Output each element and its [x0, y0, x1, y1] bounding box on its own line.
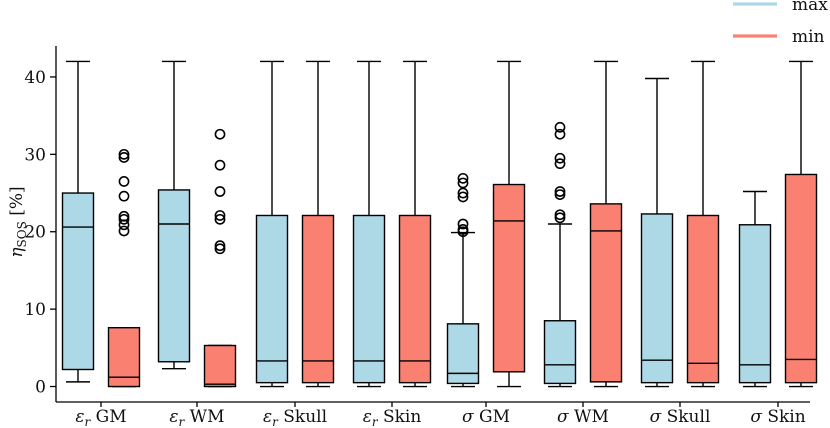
box-iqr	[543, 320, 577, 385]
box-iqr	[784, 173, 818, 384]
outlier-point	[118, 152, 130, 163]
box-max-7	[738, 190, 772, 388]
x-category-label: σ WM	[557, 407, 609, 427]
box-max-4	[446, 172, 480, 388]
box-max-0	[61, 60, 95, 383]
outlier-point	[457, 218, 469, 230]
box-iqr	[61, 192, 95, 371]
box-iqr	[301, 214, 335, 384]
series-max	[61, 60, 772, 388]
outlier-point	[554, 186, 566, 197]
outlier-point	[554, 128, 566, 140]
box-iqr	[589, 203, 623, 383]
outlier-point	[457, 224, 469, 235]
x-category-label: σ GM	[462, 407, 510, 427]
y-axis-label: ηSOS [%]	[7, 186, 29, 257]
outlier-point	[554, 121, 566, 133]
boxes	[61, 60, 818, 388]
outlier-point	[118, 190, 130, 202]
outlier-point	[554, 158, 566, 170]
outlier-point	[554, 152, 566, 164]
box-min-6	[686, 60, 720, 388]
box-min-5	[589, 60, 623, 388]
box-min-7	[784, 60, 818, 388]
x-category-label: εr GM	[75, 407, 126, 428]
series-min	[107, 60, 818, 388]
box-iqr	[492, 183, 526, 373]
outlier-point	[214, 213, 226, 225]
outlier-point	[214, 243, 226, 255]
outlier-point	[457, 187, 469, 199]
outlier-point	[118, 176, 130, 187]
x-category-label: εr Skin	[363, 407, 422, 428]
legend: max min	[733, 0, 828, 47]
y-ticks: 0 10 20 30 40	[24, 68, 56, 398]
axes	[55, 46, 810, 403]
box-iqr	[398, 214, 432, 384]
box-max-5	[543, 121, 577, 388]
box-iqr	[352, 214, 386, 384]
outlier-point	[457, 172, 469, 184]
outlier-point	[457, 191, 469, 203]
box-iqr	[157, 189, 191, 363]
x-category-label: σ Skin	[750, 407, 805, 427]
legend-label-min: min	[792, 27, 825, 47]
y-tick-label: 20	[24, 223, 46, 243]
box-min-4	[492, 60, 526, 388]
box-min-1	[203, 128, 237, 388]
box-iqr	[255, 214, 289, 384]
legend-label-max: max	[792, 0, 828, 15]
outlier-point	[214, 240, 226, 252]
y-tick-label: 40	[24, 68, 46, 88]
box-max-6	[640, 77, 674, 388]
y-tick-label: 10	[24, 300, 46, 320]
outlier-point	[118, 225, 130, 237]
box-iqr	[686, 214, 720, 384]
x-ticks: εr GM εr WM εr Skull εr Skin σ GM σ WM σ Skull…	[75, 402, 806, 428]
outlier-point	[457, 177, 469, 189]
outlier-point	[214, 128, 226, 140]
box-iqr	[738, 224, 772, 384]
outlier-point	[554, 209, 566, 221]
box-iqr	[640, 213, 674, 384]
x-category-label: εr Skull	[263, 407, 327, 428]
x-category-label: σ Skull	[650, 407, 711, 427]
outlier-point	[118, 148, 130, 160]
box-max-2	[255, 60, 289, 388]
outlier-point	[214, 186, 226, 197]
y-tick-label: 30	[24, 145, 46, 165]
box-max-3	[352, 60, 386, 388]
outlier-point	[214, 159, 226, 171]
outlier-point	[118, 213, 130, 225]
outlier-point	[214, 210, 226, 221]
outlier-point	[118, 210, 130, 222]
box-min-2	[301, 60, 335, 388]
outlier-point	[554, 189, 566, 200]
y-tick-label: 0	[35, 378, 46, 398]
x-category-label: εr WM	[169, 407, 224, 428]
box-max-1	[157, 60, 191, 370]
box-iqr	[446, 323, 480, 385]
box-min-3	[398, 60, 432, 388]
outlier-point	[554, 212, 566, 224]
box-iqr	[203, 344, 237, 388]
box-min-0	[107, 148, 141, 388]
